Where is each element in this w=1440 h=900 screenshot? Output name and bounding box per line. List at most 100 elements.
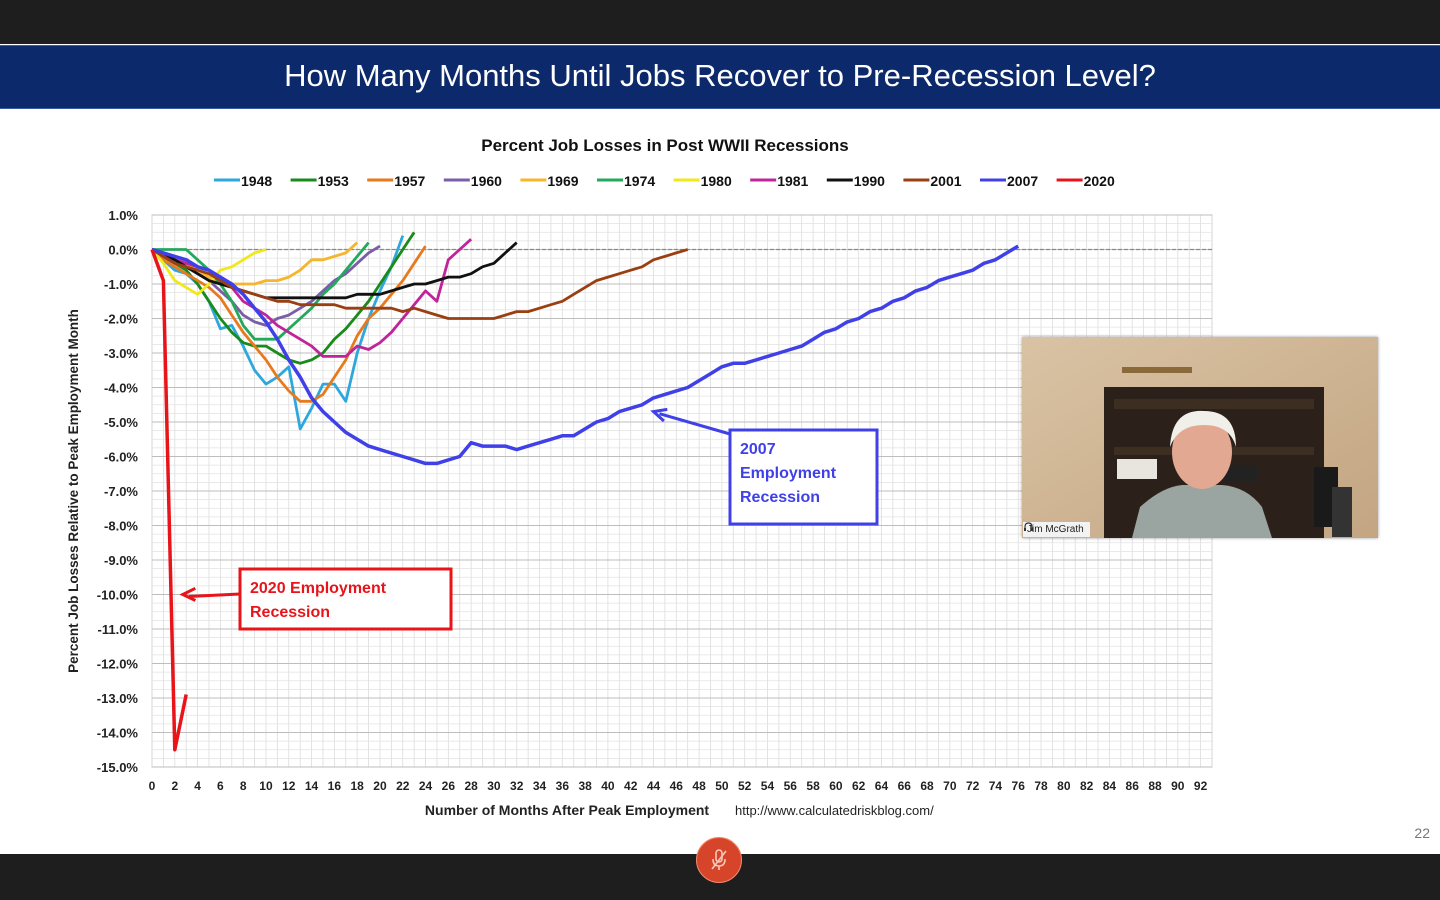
x-tick-label: 66 — [898, 779, 912, 793]
annotation-box — [238, 567, 453, 631]
y-tick-label: 0.0% — [108, 243, 138, 258]
x-tick-label: 46 — [670, 779, 684, 793]
chart-title: Percent Job Losses in Post WWII Recessio… — [481, 136, 849, 155]
y-tick-label: -10.0% — [97, 588, 139, 603]
y-tick-label: 1.0% — [108, 208, 138, 223]
x-tick-label: 60 — [829, 779, 843, 793]
series-line-2020 — [150, 248, 188, 752]
x-tick-label: 70 — [943, 779, 957, 793]
x-tick-label: 42 — [624, 779, 638, 793]
headset-icon — [1024, 522, 1033, 531]
x-tick-label: 54 — [761, 779, 775, 793]
y-tick-label: -14.0% — [97, 726, 139, 741]
x-tick-label: 16 — [328, 779, 342, 793]
x-tick-label: 8 — [240, 779, 247, 793]
x-tick-label: 88 — [1148, 779, 1162, 793]
x-tick-label: 6 — [217, 779, 224, 793]
annotation-arrowhead — [179, 586, 197, 602]
series-line-1974 — [152, 241, 370, 341]
y-tick-label: -3.0% — [104, 346, 138, 361]
x-tick-label: 84 — [1103, 779, 1117, 793]
annotation-arrow — [659, 412, 731, 436]
x-tick-label: 52 — [738, 779, 752, 793]
x-tick-label: 0 — [149, 779, 156, 793]
x-tick-label: 86 — [1126, 779, 1140, 793]
legend-label: 1957 — [394, 173, 425, 189]
x-tick-label: 62 — [852, 779, 866, 793]
microphone-muted-icon — [711, 849, 727, 870]
x-tick-label: 36 — [556, 779, 570, 793]
x-tick-label: 10 — [259, 779, 273, 793]
annotation-arrow — [188, 592, 241, 598]
x-tick-label: 26 — [442, 779, 456, 793]
y-tick-label: -1.0% — [104, 277, 138, 292]
y-axis-label: Percent Job Losses Relative to Peak Empl… — [66, 309, 81, 673]
x-tick-label: 18 — [350, 779, 364, 793]
slide-title: How Many Months Until Jobs Recover to Pr… — [284, 58, 1156, 93]
legend-label: 1969 — [547, 173, 578, 189]
legend-label: 2020 — [1084, 173, 1115, 189]
legend-label: 1960 — [471, 173, 502, 189]
x-tick-label: 74 — [989, 779, 1003, 793]
participant-name: Jim McGrath — [1027, 524, 1084, 535]
x-tick-label: 56 — [784, 779, 798, 793]
x-axis-label: Number of Months After Peak Employment — [425, 802, 710, 818]
legend-label: 1953 — [318, 173, 349, 189]
y-tick-label: -12.0% — [97, 657, 139, 672]
x-tick-label: 40 — [601, 779, 615, 793]
page-number: 22 — [1414, 825, 1430, 841]
meeting-top-bar — [0, 0, 1440, 44]
x-tick-label: 58 — [806, 779, 820, 793]
participant-video[interactable]: Jim McGrath — [1022, 337, 1378, 538]
series-line-1980 — [150, 248, 267, 296]
x-tick-label: 44 — [647, 779, 661, 793]
y-tick-label: -11.0% — [98, 622, 139, 637]
legend-label: 1980 — [701, 173, 732, 189]
annotation-text: 2020 Employment — [250, 580, 387, 597]
x-tick-label: 76 — [1012, 779, 1026, 793]
x-tick-label: 82 — [1080, 779, 1094, 793]
legend-label: 1981 — [777, 173, 808, 189]
series-line-2007 — [151, 244, 1020, 466]
x-tick-label: 80 — [1057, 779, 1071, 793]
x-tick-label: 14 — [305, 779, 319, 793]
legend-label: 1974 — [624, 173, 655, 189]
x-tick-label: 78 — [1034, 779, 1048, 793]
x-tick-label: 68 — [920, 779, 934, 793]
x-tick-label: 72 — [966, 779, 980, 793]
participant-name-badge: Jim McGrath — [1023, 522, 1090, 537]
mute-button[interactable] — [696, 837, 742, 883]
y-tick-label: -8.0% — [104, 519, 138, 534]
x-tick-label: 92 — [1194, 779, 1208, 793]
x-tick-label: 34 — [533, 779, 547, 793]
x-tick-label: 30 — [487, 779, 501, 793]
source-note: http://www.calculatedriskblog.com/ — [735, 803, 934, 818]
series-line-1990 — [151, 241, 518, 300]
y-tick-label: -15.0% — [97, 760, 139, 775]
y-tick-label: -4.0% — [104, 381, 138, 396]
x-tick-label: 4 — [194, 779, 201, 793]
legend-label: 2001 — [930, 173, 961, 189]
annotation-text: Recession — [740, 489, 820, 506]
annotation-arrowhead — [650, 407, 668, 423]
y-tick-label: -6.0% — [104, 450, 138, 465]
x-tick-label: 20 — [373, 779, 387, 793]
x-tick-label: 48 — [692, 779, 706, 793]
x-tick-label: 22 — [396, 779, 410, 793]
x-tick-label: 24 — [419, 779, 433, 793]
y-tick-label: -9.0% — [104, 553, 138, 568]
y-tick-label: -5.0% — [104, 415, 138, 430]
annotation-box — [728, 428, 879, 526]
x-tick-label: 90 — [1171, 779, 1185, 793]
video-frame — [1022, 337, 1378, 538]
x-tick-label: 38 — [578, 779, 592, 793]
legend-label: 1990 — [854, 173, 885, 189]
legend-label: 2007 — [1007, 173, 1038, 189]
x-tick-label: 28 — [464, 779, 478, 793]
y-tick-label: -2.0% — [104, 312, 138, 327]
series-line-1953 — [151, 231, 416, 365]
y-tick-label: -7.0% — [104, 484, 138, 499]
legend-label: 1948 — [241, 173, 272, 189]
x-tick-label: 2 — [171, 779, 178, 793]
annotation-text: Recession — [250, 604, 330, 621]
